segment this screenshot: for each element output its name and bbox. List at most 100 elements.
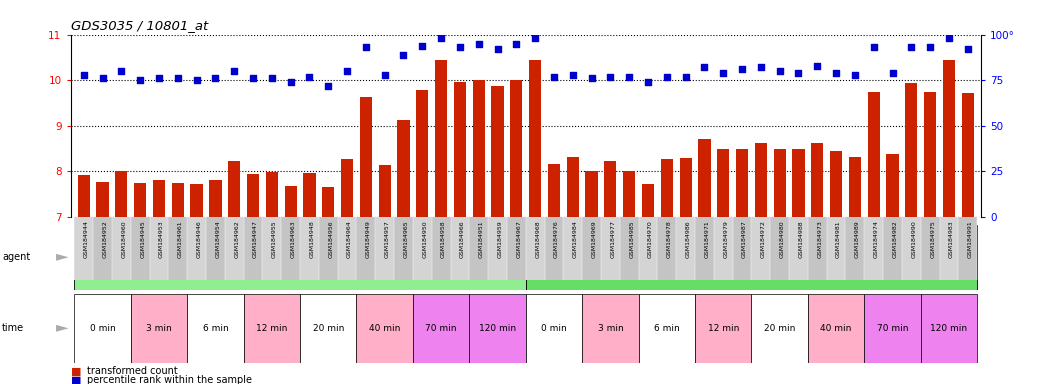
Point bbox=[583, 75, 600, 81]
Point bbox=[470, 41, 487, 47]
Text: GSM184986: GSM184986 bbox=[686, 220, 690, 258]
Bar bbox=[676, 217, 695, 280]
Bar bbox=[620, 217, 638, 280]
Text: 40 min: 40 min bbox=[820, 324, 852, 333]
Text: ■: ■ bbox=[71, 366, 81, 376]
Text: GSM184973: GSM184973 bbox=[817, 220, 822, 258]
Text: 20 min: 20 min bbox=[312, 324, 344, 333]
Bar bbox=[638, 217, 657, 280]
Text: GSM184958: GSM184958 bbox=[441, 220, 446, 258]
Bar bbox=[695, 217, 714, 280]
Text: GSM184962: GSM184962 bbox=[235, 220, 239, 258]
Point bbox=[264, 75, 280, 81]
Bar bbox=[529, 60, 541, 217]
Text: GSM184948: GSM184948 bbox=[309, 220, 315, 258]
Point bbox=[94, 75, 111, 81]
Bar bbox=[97, 182, 109, 217]
Point bbox=[753, 65, 769, 71]
Bar bbox=[582, 294, 638, 363]
Text: GSM184961: GSM184961 bbox=[177, 220, 183, 258]
Bar bbox=[435, 60, 447, 217]
Point bbox=[771, 68, 788, 74]
Text: 3 min: 3 min bbox=[598, 324, 623, 333]
Bar bbox=[398, 120, 410, 217]
Text: GSM184955: GSM184955 bbox=[272, 220, 277, 258]
Bar bbox=[752, 294, 808, 363]
Point bbox=[489, 46, 506, 52]
Bar bbox=[585, 171, 598, 217]
Text: GSM184990: GSM184990 bbox=[911, 220, 917, 258]
Bar bbox=[360, 98, 372, 217]
Bar bbox=[525, 225, 977, 290]
Bar bbox=[416, 90, 429, 217]
Point bbox=[188, 77, 204, 83]
Bar bbox=[752, 217, 770, 280]
Text: GSM184979: GSM184979 bbox=[723, 220, 729, 258]
Point bbox=[414, 43, 431, 49]
Bar bbox=[131, 294, 187, 363]
Text: 12 min: 12 min bbox=[708, 324, 739, 333]
Text: GSM184972: GSM184972 bbox=[761, 220, 766, 258]
Text: cumene hydroperoxide: cumene hydroperoxide bbox=[683, 251, 820, 264]
Text: GSM184959: GSM184959 bbox=[497, 220, 502, 258]
Text: GSM184970: GSM184970 bbox=[648, 220, 653, 258]
Text: GSM184981: GSM184981 bbox=[836, 220, 841, 258]
Text: 6 min: 6 min bbox=[654, 324, 680, 333]
Bar bbox=[736, 149, 748, 217]
Bar bbox=[601, 217, 620, 280]
Bar bbox=[78, 175, 90, 217]
Bar bbox=[228, 161, 241, 217]
Text: GSM184989: GSM184989 bbox=[855, 220, 859, 258]
Text: GDS3035 / 10801_at: GDS3035 / 10801_at bbox=[71, 19, 208, 32]
Bar bbox=[755, 143, 767, 217]
Text: percentile rank within the sample: percentile rank within the sample bbox=[87, 375, 252, 384]
Bar bbox=[808, 294, 865, 363]
Bar bbox=[394, 217, 413, 280]
Bar bbox=[714, 217, 733, 280]
Polygon shape bbox=[56, 325, 69, 332]
Text: GSM184974: GSM184974 bbox=[874, 220, 879, 258]
Polygon shape bbox=[56, 254, 69, 261]
Point bbox=[790, 70, 807, 76]
Bar bbox=[356, 294, 413, 363]
Text: GSM184960: GSM184960 bbox=[121, 220, 127, 258]
Text: 12 min: 12 min bbox=[256, 324, 288, 333]
Point bbox=[715, 70, 732, 76]
Bar bbox=[281, 217, 300, 280]
Text: GSM184965: GSM184965 bbox=[404, 220, 409, 258]
Point bbox=[884, 70, 901, 76]
Point bbox=[76, 72, 92, 78]
Bar bbox=[865, 217, 883, 280]
Bar bbox=[902, 217, 921, 280]
Text: ■: ■ bbox=[71, 375, 81, 384]
Bar bbox=[961, 93, 974, 217]
Bar bbox=[657, 217, 676, 280]
Bar bbox=[413, 217, 432, 280]
Point bbox=[132, 77, 148, 83]
Bar bbox=[356, 217, 376, 280]
Bar bbox=[300, 294, 356, 363]
Point bbox=[940, 35, 957, 41]
Text: GSM184946: GSM184946 bbox=[196, 220, 201, 258]
Bar bbox=[695, 294, 752, 363]
Point bbox=[208, 75, 224, 81]
Bar bbox=[943, 60, 955, 217]
Text: GSM184950: GSM184950 bbox=[422, 220, 428, 258]
Bar bbox=[921, 294, 977, 363]
Bar bbox=[511, 80, 522, 217]
Bar bbox=[582, 217, 601, 280]
Text: GSM184949: GSM184949 bbox=[365, 220, 371, 258]
Bar bbox=[322, 187, 334, 217]
Point bbox=[169, 75, 186, 81]
Bar bbox=[525, 294, 582, 363]
Text: GSM184944: GSM184944 bbox=[84, 220, 89, 258]
Bar bbox=[225, 217, 244, 280]
Text: GSM184953: GSM184953 bbox=[159, 220, 164, 258]
Text: GSM184983: GSM184983 bbox=[949, 220, 954, 258]
Text: GSM184976: GSM184976 bbox=[554, 220, 558, 258]
Bar bbox=[491, 86, 503, 217]
Bar bbox=[770, 217, 789, 280]
Bar bbox=[319, 217, 337, 280]
Text: GSM184971: GSM184971 bbox=[705, 220, 709, 258]
Point bbox=[452, 44, 468, 50]
